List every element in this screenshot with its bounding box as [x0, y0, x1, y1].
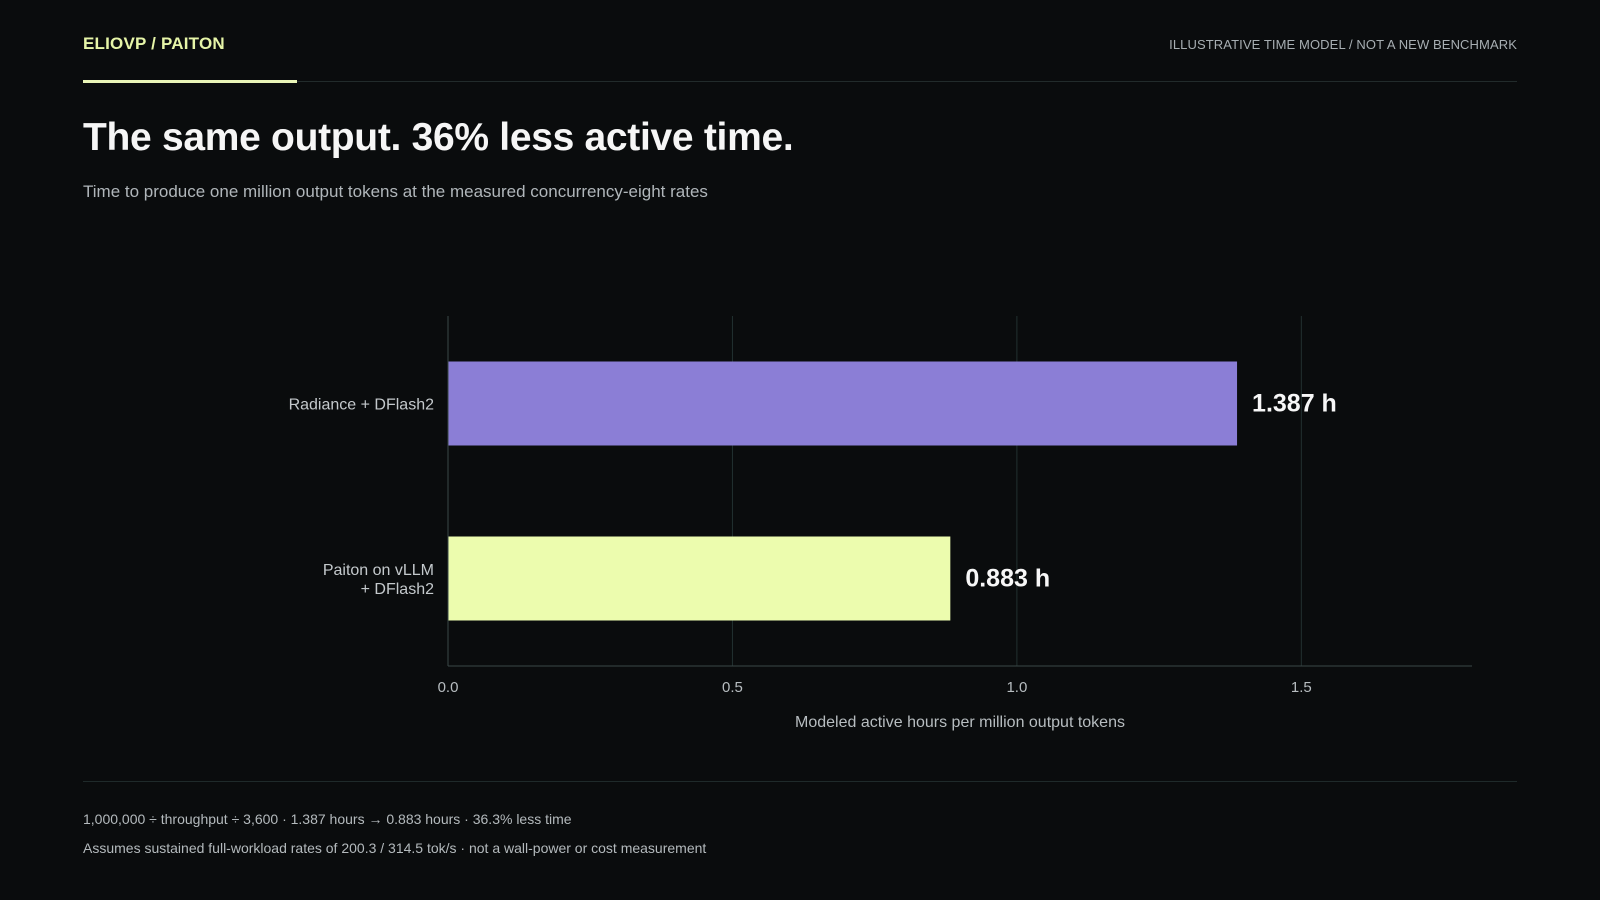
- category-label-line: Paiton on vLLM: [323, 562, 434, 579]
- labels: 0.0 0.5 1.0 1.5 1.387 h Radiance + DFlash2 0.8…: [289, 390, 1337, 732]
- header-accent-bar: [83, 80, 297, 83]
- bar: [448, 536, 951, 621]
- category-label-line: Radiance + DFlash2: [289, 397, 435, 414]
- bar: [448, 361, 1238, 446]
- category-label: Radiance + DFlash2: [289, 397, 435, 414]
- header-note: ILLUSTRATIVE TIME MODEL / NOT A NEW BENC…: [1169, 37, 1517, 52]
- category-label: Paiton on vLLM + DFlash2: [323, 562, 434, 598]
- bar-value-label: 1.387 h: [1252, 390, 1337, 418]
- footer-divider: [83, 781, 1517, 782]
- page-title: The same output. 36% less active time.: [83, 116, 794, 159]
- category-label-line: + DFlash2: [361, 581, 434, 598]
- x-tick-label: 0.0: [438, 679, 459, 696]
- footnote-assumptions: Assumes sustained full-workload rates of…: [83, 840, 707, 856]
- bars: [448, 361, 1238, 621]
- x-tick-label: 1.0: [1006, 679, 1027, 696]
- bar-value-label: 0.883 h: [965, 565, 1050, 593]
- axes: [447, 316, 1472, 667]
- x-tick-label: 1.5: [1291, 679, 1312, 696]
- header-divider: [83, 81, 1517, 82]
- brand-label: ELIOVP / PAITON: [83, 34, 225, 53]
- x-tick-label: 0.5: [722, 679, 743, 696]
- header: ELIOVP / PAITON ILLUSTRATIVE TIME MODEL …: [83, 34, 1517, 84]
- footnote-formula: 1,000,000 ÷ throughput ÷ 3,600 · 1.387 h…: [83, 811, 572, 827]
- chart-subtitle: Time to produce one million output token…: [83, 182, 708, 201]
- x-axis-title: Modeled active hours per million output …: [795, 714, 1125, 731]
